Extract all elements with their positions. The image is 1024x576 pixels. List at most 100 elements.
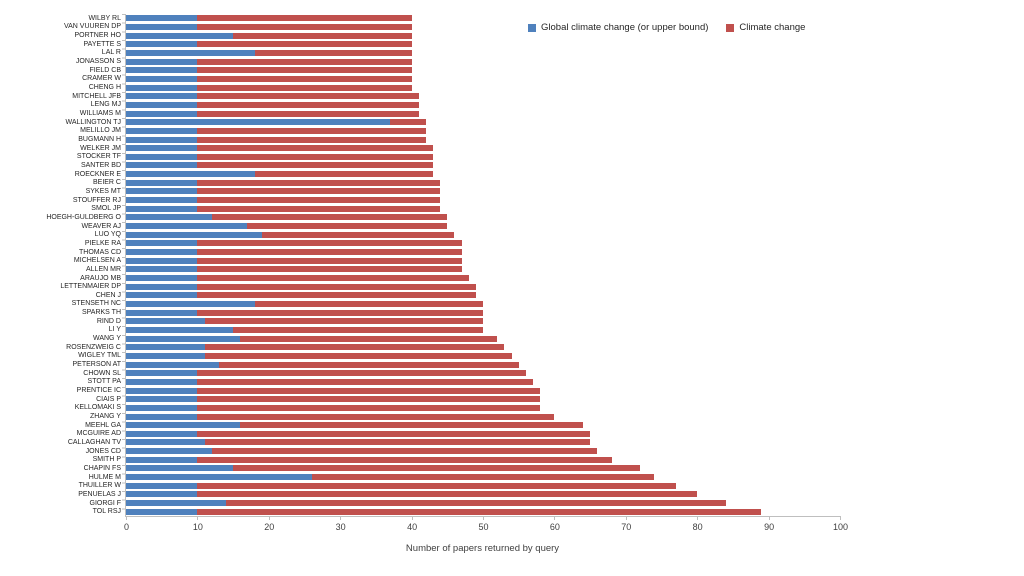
bar-track <box>126 413 840 420</box>
x-tick: 100 <box>833 516 848 532</box>
bar-segment-global-climate-change <box>126 326 234 333</box>
bar-segment-global-climate-change <box>126 318 205 325</box>
bar-segment-global-climate-change <box>126 179 198 186</box>
category-label: SMITH P <box>92 456 121 464</box>
category-label: WALLINGTON TJ <box>65 118 122 126</box>
bar-track <box>126 67 840 74</box>
bar-row: SYKES MT <box>86 187 840 196</box>
bar-track <box>126 162 840 169</box>
bar-segment-global-climate-change <box>126 413 198 420</box>
bar-segment-global-climate-change <box>126 370 198 377</box>
bar-track <box>126 214 840 221</box>
bar-track <box>126 396 840 403</box>
bar-track <box>126 275 840 282</box>
bar-track <box>126 23 840 30</box>
bar-segment-global-climate-change <box>126 491 198 498</box>
bar-track <box>126 361 840 368</box>
bar-track <box>126 205 840 212</box>
bar-segment-climate-change <box>197 387 541 394</box>
bar-track <box>126 136 840 143</box>
bar-row: PRENTICE IC <box>77 386 840 395</box>
bar-row: WALLINGTON TJ <box>66 118 840 127</box>
category-label: LAL R <box>101 49 121 57</box>
bar-segment-global-climate-change <box>126 119 391 126</box>
category-label: PORTNER HO <box>74 32 121 40</box>
bar-row: JONASSON S <box>76 57 840 66</box>
bar-segment-climate-change <box>197 205 441 212</box>
category-label: PIELKE RA <box>84 239 121 247</box>
category-label: CHENG H <box>88 84 121 92</box>
bar-segment-climate-change <box>247 223 448 230</box>
category-label: VAN VUUREN DP <box>63 23 121 31</box>
bar-segment-global-climate-change <box>126 300 255 307</box>
category-label: WELKER JM <box>80 144 121 152</box>
bar-track <box>126 292 840 299</box>
bar-segment-global-climate-change <box>126 257 198 264</box>
bar-segment-climate-change <box>204 352 512 359</box>
bar-segment-global-climate-change <box>126 500 226 507</box>
bar-track <box>126 15 840 22</box>
bar-track <box>126 266 840 273</box>
bar-segment-climate-change <box>197 249 462 256</box>
bar-row: SANTER BD <box>81 161 840 170</box>
bar-row: SMITH P <box>93 455 840 464</box>
bar-segment-climate-change <box>197 396 541 403</box>
bar-segment-climate-change <box>197 15 412 22</box>
bar-segment-global-climate-change <box>126 430 198 437</box>
bar-segment-climate-change <box>197 179 441 186</box>
bar-segment-global-climate-change <box>126 378 198 385</box>
bar-segment-climate-change <box>211 214 448 221</box>
category-label: STENSETH NC <box>71 300 121 308</box>
bar-row: ARAUJO MB <box>80 274 840 283</box>
category-label: BEIER C <box>92 179 121 187</box>
bar-row: THUILLER W <box>79 481 840 490</box>
category-label: STOCKER TF <box>76 153 121 161</box>
x-tick: 0 <box>124 516 129 532</box>
bar-row: RIND D <box>97 317 840 326</box>
bar-track <box>126 145 840 152</box>
bar-row: WILLIAMS M <box>80 109 840 118</box>
bar-segment-global-climate-change <box>126 49 255 56</box>
category-label: ROSENZWEIG C <box>66 343 121 351</box>
bar-segment-global-climate-change <box>126 266 198 273</box>
bar-segment-climate-change <box>197 41 412 48</box>
bar-segment-global-climate-change <box>126 231 262 238</box>
bar-track <box>126 326 840 333</box>
bar-track <box>126 58 840 65</box>
bar-track <box>126 84 840 91</box>
category-label: SYKES MT <box>85 187 121 195</box>
bar-rows: WILBY RL VAN VUUREN DP PORTNER HO PAYETTE S… <box>46 14 840 516</box>
x-tick-label: 100 <box>832 522 849 532</box>
bar-track <box>126 110 840 117</box>
bar-segment-global-climate-change <box>126 67 198 74</box>
bar-segment-climate-change <box>240 422 583 429</box>
bar-track <box>126 127 840 134</box>
category-label: LETTENMAIER DP <box>60 283 121 291</box>
y-axis-category-ticks <box>122 14 126 516</box>
bar-segment-global-climate-change <box>126 127 198 134</box>
bar-row: STENSETH NC <box>72 300 840 309</box>
category-label: SMOL JP <box>91 205 121 213</box>
x-tick-label: 20 <box>264 522 275 532</box>
bar-row: ROSENZWEIG C <box>66 343 840 352</box>
x-tick: 20 <box>264 516 274 532</box>
x-tick-label: 40 <box>407 522 418 532</box>
category-label: CHAPIN FS <box>83 464 121 472</box>
bar-segment-climate-change <box>197 266 462 273</box>
bar-segment-climate-change <box>233 465 641 472</box>
bar-segment-global-climate-change <box>126 448 212 455</box>
bar-segment-climate-change <box>240 335 498 342</box>
bar-segment-climate-change <box>197 127 426 134</box>
bar-track <box>126 93 840 100</box>
bar-row: LETTENMAIER DP <box>60 282 840 291</box>
bar-segment-climate-change <box>197 413 555 420</box>
category-label: RIND D <box>96 317 121 325</box>
bar-segment-global-climate-change <box>126 240 198 247</box>
bar-row: STOUFFER RJ <box>73 196 840 205</box>
bar-segment-climate-change <box>197 240 462 247</box>
bar-segment-global-climate-change <box>126 344 205 351</box>
category-label: ROECKNER E <box>74 170 121 178</box>
bar-row: PORTNER HO <box>74 31 840 40</box>
bar-segment-climate-change <box>204 344 505 351</box>
bar-segment-climate-change <box>233 32 412 39</box>
